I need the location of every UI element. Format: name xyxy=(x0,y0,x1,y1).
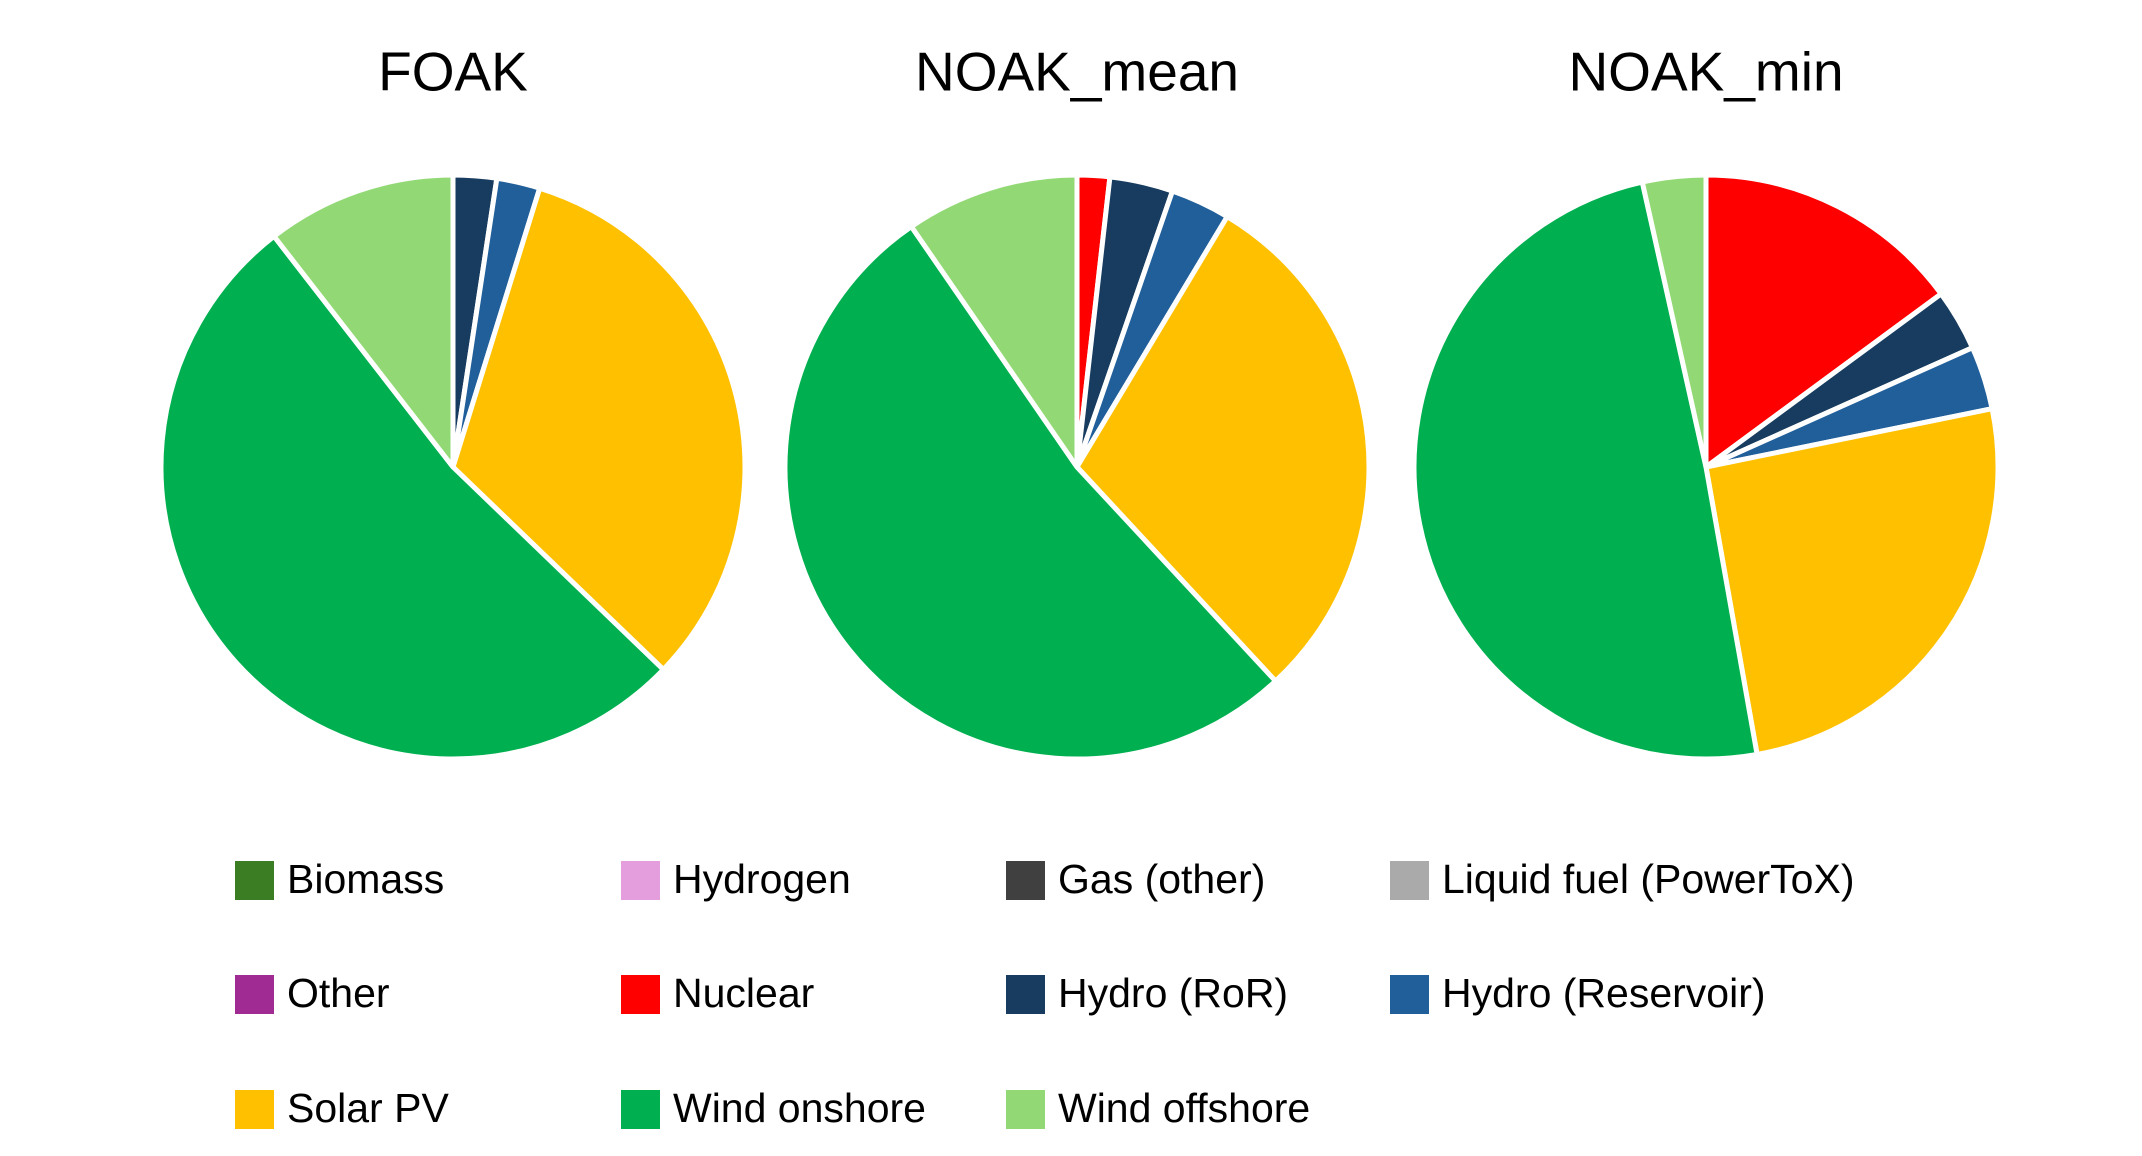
pie-slice xyxy=(1703,406,2001,757)
legend-label: Hydro (Reservoir) xyxy=(1442,970,1766,1016)
legend-swatch xyxy=(621,861,660,900)
legend-swatch xyxy=(235,861,274,900)
legend-swatch xyxy=(621,1090,660,1129)
legend-label: Wind offshore xyxy=(1058,1085,1310,1131)
legend-swatch xyxy=(1006,975,1045,1014)
pie-title: NOAK_mean xyxy=(915,41,1239,103)
legend-label: Biomass xyxy=(287,856,444,902)
legend-swatch xyxy=(621,975,660,1014)
legend-label: Liquid fuel (PowerToX) xyxy=(1442,856,1854,902)
pie-slice xyxy=(158,233,666,762)
legend-swatch xyxy=(1390,861,1429,900)
legend-swatch xyxy=(235,1090,274,1129)
legend-swatch xyxy=(1006,861,1045,900)
pie-slice xyxy=(1411,179,1760,762)
legend-label: Wind onshore xyxy=(673,1085,926,1131)
pie-slice xyxy=(271,172,456,470)
legend-label: Hydro (RoR) xyxy=(1058,970,1288,1016)
legend-label: Other xyxy=(287,970,390,1016)
pie-title: FOAK xyxy=(378,41,528,103)
legend-swatch xyxy=(1006,1090,1045,1129)
legend-label: Gas (other) xyxy=(1058,856,1265,902)
pie-slice xyxy=(782,224,1279,762)
pie-slice xyxy=(1074,214,1372,684)
pie-slice xyxy=(450,185,748,673)
legend-swatch xyxy=(235,975,274,1014)
pie-slice xyxy=(908,172,1080,470)
legend-label: Solar PV xyxy=(287,1085,449,1131)
legend-label: Hydrogen xyxy=(673,856,851,902)
pie-slice xyxy=(1639,172,1709,470)
legend-swatch xyxy=(1390,975,1429,1014)
legend-label: Nuclear xyxy=(673,970,814,1016)
pie-slice xyxy=(1703,172,1944,470)
pie-title: NOAK_min xyxy=(1568,41,1843,103)
